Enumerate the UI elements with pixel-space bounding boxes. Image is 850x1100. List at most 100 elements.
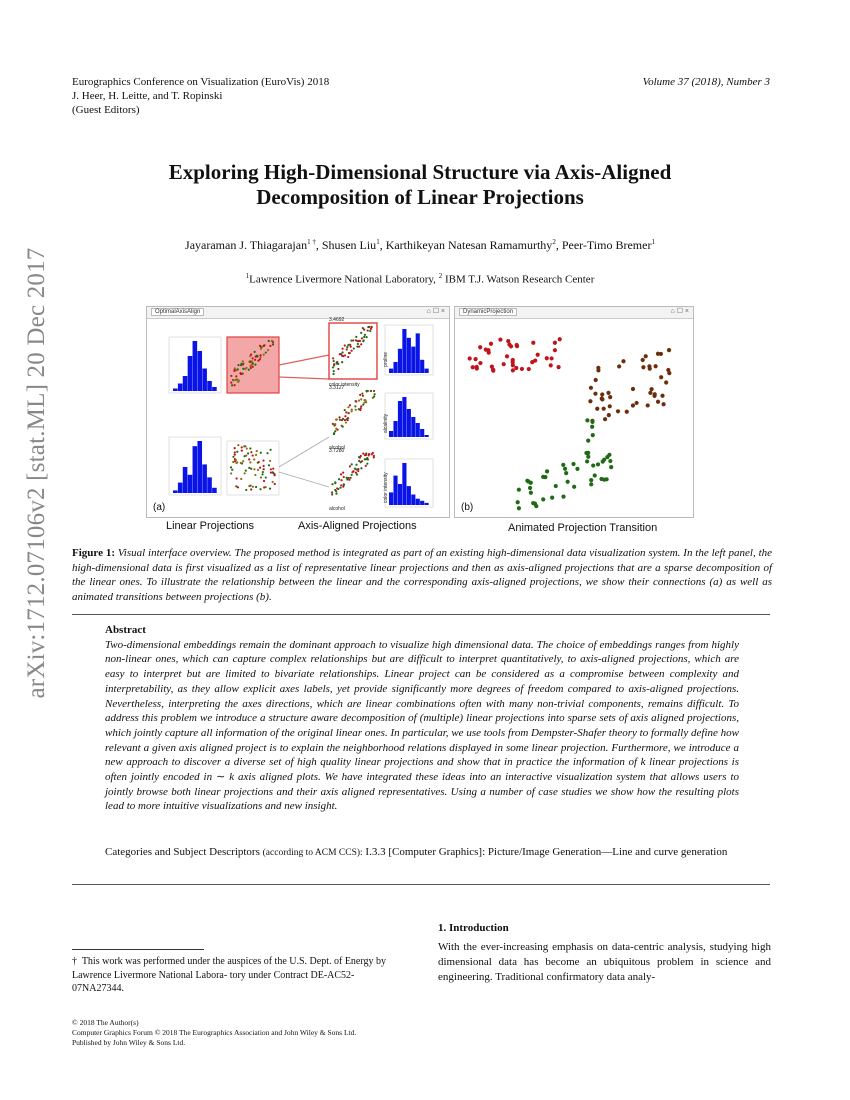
scatter-point bbox=[264, 351, 267, 354]
scatter-point bbox=[531, 340, 536, 345]
histogram-bar bbox=[212, 387, 217, 391]
scatter-point bbox=[526, 479, 531, 484]
scatter-point bbox=[589, 478, 594, 483]
scatter-point bbox=[335, 361, 338, 364]
scatter-point bbox=[336, 487, 339, 490]
window-controls-icon[interactable]: ⌂ ☐ × bbox=[426, 308, 445, 315]
histogram-bar bbox=[411, 494, 416, 505]
scatter-point bbox=[259, 356, 262, 359]
tab-optimal-axis-align[interactable]: OptimalAxisAlign bbox=[151, 308, 205, 316]
scatter-point bbox=[363, 335, 366, 339]
scatter-point bbox=[630, 386, 636, 392]
scatter-point bbox=[360, 467, 363, 470]
scatter-point bbox=[232, 379, 235, 382]
scatter-point bbox=[267, 349, 270, 352]
histogram-bar bbox=[420, 359, 425, 373]
scatter-point bbox=[363, 328, 366, 331]
scatter-point bbox=[349, 476, 352, 479]
histogram-bar bbox=[212, 487, 217, 493]
scatter-point bbox=[590, 419, 595, 425]
scatter-point bbox=[541, 474, 546, 479]
scatter-point bbox=[343, 408, 346, 412]
scatter-point bbox=[235, 369, 238, 372]
histogram-bar bbox=[197, 441, 203, 493]
author-name: Jayaraman J. Thiagarajan bbox=[185, 238, 308, 252]
scatter-point bbox=[550, 495, 555, 500]
scatter-point bbox=[365, 335, 368, 339]
scatter-point bbox=[235, 477, 238, 480]
scatter-point bbox=[258, 344, 262, 347]
scatter-point bbox=[470, 365, 475, 370]
scatter-point bbox=[545, 469, 550, 474]
label-a: (a) bbox=[153, 502, 166, 513]
scatter-point bbox=[261, 473, 264, 476]
scatter-point bbox=[247, 368, 250, 371]
scatter-point bbox=[361, 394, 365, 397]
scatter-point bbox=[270, 339, 273, 343]
scatter-point bbox=[508, 344, 514, 349]
scatter-point bbox=[334, 430, 337, 433]
scatter-point bbox=[599, 476, 604, 482]
scatter-point bbox=[488, 341, 494, 346]
scatter-point bbox=[248, 466, 251, 469]
author-name: Shusen Liu bbox=[321, 238, 377, 252]
scatter-point bbox=[342, 483, 345, 486]
scatter-point bbox=[348, 404, 352, 407]
scatter-point bbox=[249, 366, 252, 370]
scatter-point bbox=[237, 444, 240, 447]
scatter-point bbox=[562, 466, 568, 471]
scatter-point bbox=[254, 473, 257, 477]
scatter-point bbox=[247, 452, 250, 455]
scatter-point bbox=[232, 455, 235, 458]
scatter-point bbox=[262, 353, 265, 356]
scatter-point bbox=[360, 398, 363, 401]
scatter-point bbox=[357, 399, 361, 402]
scatter-point bbox=[253, 358, 257, 361]
figure-1: OptimalAxisAlign ⌂ ☐ × 3.4692 color intens… bbox=[146, 306, 694, 538]
scatter-point bbox=[353, 467, 357, 470]
scatter-point bbox=[606, 413, 611, 418]
scatter-point bbox=[259, 347, 263, 350]
histogram-bar bbox=[411, 417, 416, 437]
histogram-bar bbox=[202, 464, 207, 493]
right-panel: DynamicProjection ⌂ ☐ × (b) bbox=[454, 306, 694, 518]
scatter-point bbox=[593, 377, 598, 383]
scatter-point bbox=[334, 423, 337, 426]
scatter-point bbox=[362, 403, 365, 406]
intro-text: With the ever-increasing emphasis on dat… bbox=[438, 941, 771, 983]
scatter-point bbox=[262, 468, 265, 471]
scatter-point bbox=[345, 348, 348, 351]
tab-dynamic-projection[interactable]: DynamicProjection bbox=[459, 308, 518, 316]
scatter-point bbox=[352, 347, 355, 350]
scatter-point bbox=[544, 356, 549, 361]
scatter-point bbox=[355, 463, 358, 466]
scatter-point bbox=[236, 450, 239, 453]
histogram-bar bbox=[424, 502, 429, 505]
histogram-bar bbox=[420, 429, 425, 437]
scatter-point bbox=[251, 485, 255, 488]
histogram-bar bbox=[177, 482, 183, 493]
scatter-point bbox=[245, 447, 248, 450]
author-name: Peer-Timo Bremer bbox=[561, 238, 652, 252]
caption-linear-projections: Linear Projections bbox=[166, 520, 255, 532]
scatter-point bbox=[586, 438, 591, 443]
scatter-point bbox=[234, 458, 238, 462]
histogram-bar bbox=[424, 368, 429, 373]
histogram-frame bbox=[384, 458, 434, 508]
abstract-text: Two-dimensional embeddings remain the do… bbox=[105, 638, 739, 813]
projection-frame bbox=[226, 440, 280, 496]
scatter-point bbox=[338, 478, 341, 481]
scatter-point bbox=[608, 395, 613, 400]
scatter-point bbox=[360, 331, 363, 334]
scatter-point bbox=[267, 464, 271, 467]
histogram-bar bbox=[415, 423, 420, 437]
scatter-point bbox=[271, 480, 274, 484]
copyright: © 2018 The Author(s) Computer Graphics F… bbox=[72, 1018, 357, 1047]
scatter-point bbox=[660, 393, 665, 398]
window-controls-icon[interactable]: ⌂ ☐ × bbox=[670, 308, 689, 315]
scatter-point bbox=[600, 397, 605, 402]
scatter-point bbox=[514, 342, 519, 348]
scatter-point bbox=[340, 479, 343, 482]
scatter-point bbox=[339, 473, 343, 476]
scatter-point bbox=[364, 464, 367, 467]
